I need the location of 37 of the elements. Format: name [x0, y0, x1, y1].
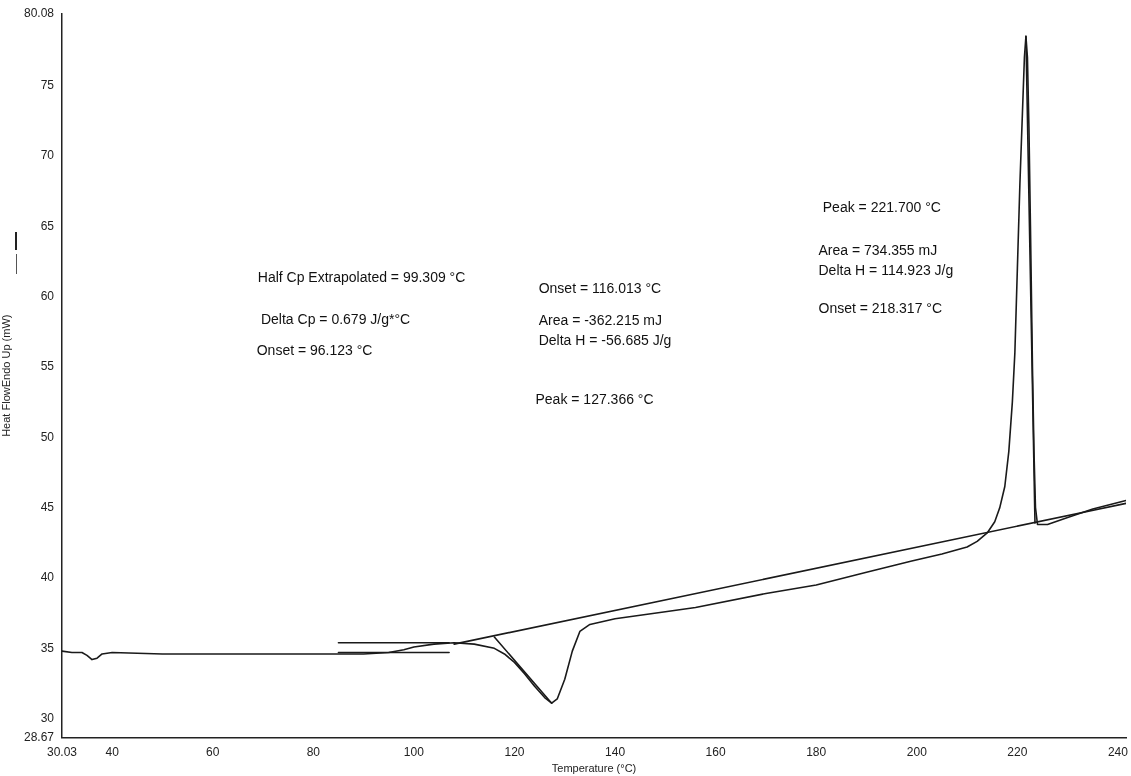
annotation: Area = -362.215 mJ [538, 312, 663, 329]
y-tick-label: 75 [40, 77, 55, 92]
annotation: Onset = 218.317 °C [818, 300, 943, 317]
x-tick-label: 240 [1107, 744, 1129, 759]
y-tick-label: 60 [40, 288, 55, 303]
annotation: Peak = 127.366 °C [535, 391, 654, 408]
x-tick-label: 30.03 [46, 744, 78, 759]
y-tick-label: 30 [40, 711, 55, 725]
y-axis-title: Heat FlowEndo Up (mW) [0, 314, 12, 437]
x-tick-label: 160 [705, 744, 726, 759]
x-tick-label: 60 [206, 744, 220, 759]
y-tick-label: 70 [40, 148, 55, 163]
annotation: Area = 734.355 mJ [818, 242, 938, 259]
y-tick-label: 40 [40, 570, 55, 585]
x-tick-label: 40 [105, 744, 120, 759]
y-tick-label: 28.67 [23, 729, 55, 744]
y-tick-label: 35 [40, 640, 55, 655]
annotation: Half Cp Extrapolated = 99.309 °C [257, 268, 466, 285]
annotation: Delta Cp = 0.679 J/g*°C [260, 310, 411, 327]
x-tick-label: 100 [403, 744, 425, 759]
x-tick-label: 200 [906, 744, 928, 759]
annotation: Peak = 221.700 °C [822, 198, 941, 215]
x-tick-label: 180 [806, 744, 827, 759]
y-tick-label: 55 [40, 359, 55, 374]
x-tick-label: 140 [605, 744, 626, 759]
x-axis-title: Temperature (°C) [551, 762, 637, 775]
y-tick-label: 80.08 [23, 6, 55, 21]
x-tick-label: 220 [1007, 744, 1028, 759]
annotation: Onset = 96.123 °C [256, 341, 373, 358]
annotation: Delta H = -56.685 J/g [538, 331, 672, 348]
y-tick-label: 65 [40, 218, 55, 233]
y-tick-label: 45 [40, 499, 55, 514]
annotation: Delta H = 114.923 J/g [818, 261, 954, 278]
x-tick-label: 120 [504, 744, 525, 759]
y-tick-label: 50 [40, 429, 55, 444]
annotation: Onset = 116.013 °C [538, 279, 662, 296]
x-tick-label: 80 [306, 744, 321, 759]
